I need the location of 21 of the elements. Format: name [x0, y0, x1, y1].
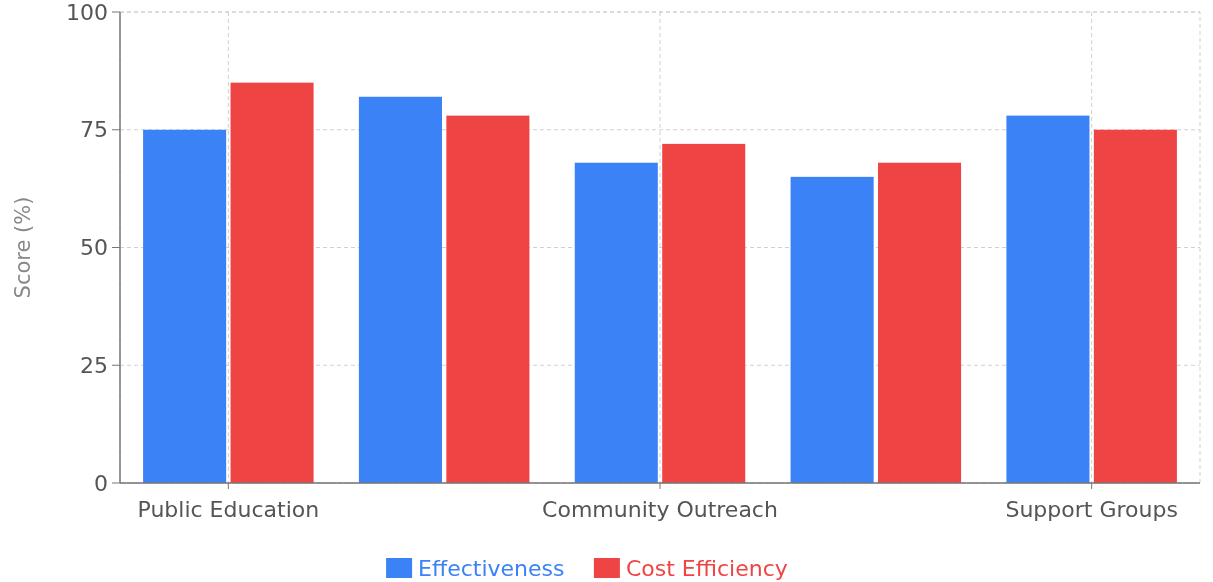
bar	[358, 96, 442, 483]
bar	[790, 176, 874, 483]
x-tick-label: Community Outreach	[542, 497, 778, 522]
y-tick-label: 25	[80, 352, 108, 378]
y-tick-label: 100	[66, 0, 108, 25]
bar	[878, 162, 962, 483]
bar	[1093, 129, 1177, 483]
y-tick-label: 75	[80, 117, 108, 143]
bar	[446, 115, 530, 483]
bar	[662, 143, 746, 483]
legend-label: Effectiveness	[418, 555, 565, 581]
y-axis-title: Score (%)	[11, 196, 35, 299]
y-tick-label: 0	[94, 470, 108, 496]
x-tick-label: Public Education	[137, 497, 320, 522]
legend-label: Cost Efficiency	[625, 555, 788, 581]
y-tick-label: 50	[80, 235, 108, 261]
bar	[574, 162, 658, 483]
bar	[230, 82, 314, 483]
bar	[1006, 115, 1090, 483]
bar	[143, 129, 227, 483]
x-tick-label: Support Groups	[1005, 497, 1178, 522]
